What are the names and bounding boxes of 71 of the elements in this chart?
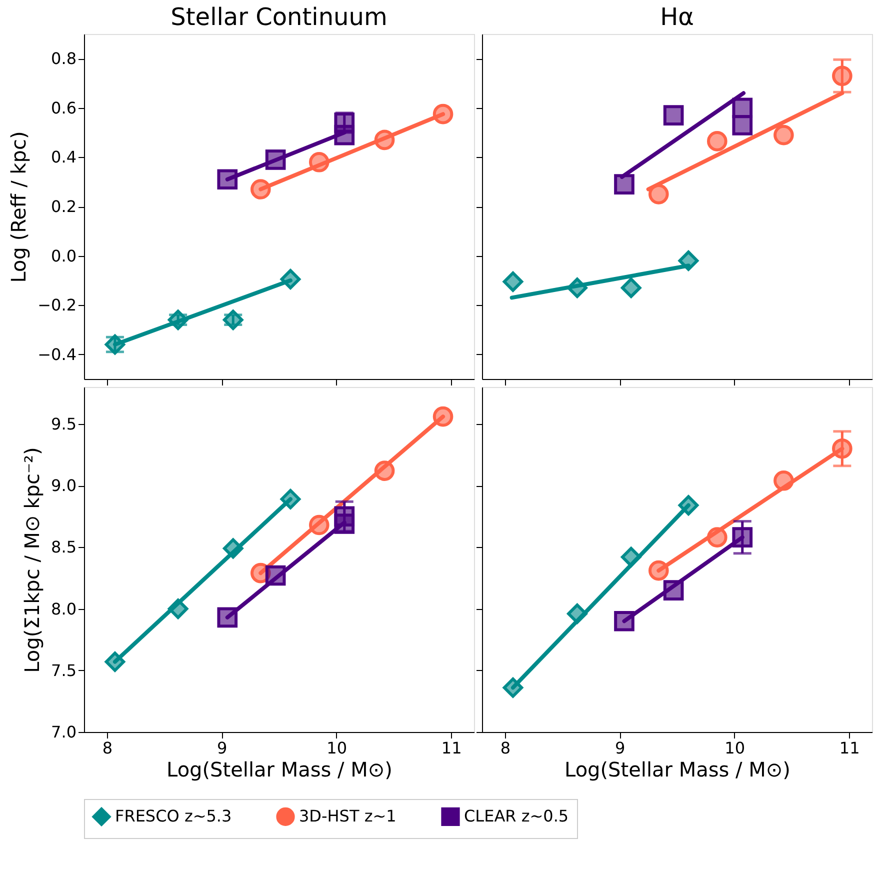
x-tick-label: 10 <box>724 738 746 758</box>
point <box>620 546 642 568</box>
point <box>663 105 684 126</box>
point <box>774 470 794 491</box>
point <box>308 514 330 536</box>
point <box>374 460 395 481</box>
point <box>648 560 669 581</box>
point <box>334 506 355 527</box>
y-tick-label: −0.4 <box>38 344 76 364</box>
point <box>374 130 395 150</box>
y-tick-label: 8.5 <box>51 538 76 557</box>
y-tick-label: −0.2 <box>38 296 76 315</box>
point <box>567 278 588 298</box>
point <box>104 652 126 672</box>
point <box>250 179 271 200</box>
point <box>832 66 852 86</box>
legend-label: 3D-HST z~1 <box>299 806 396 826</box>
point <box>168 598 188 619</box>
point <box>567 604 588 624</box>
point <box>222 538 244 559</box>
chart-title: Hα <box>660 3 694 31</box>
point <box>732 115 753 136</box>
point <box>620 278 642 298</box>
point <box>832 438 852 459</box>
point <box>217 607 238 628</box>
y-tick-label: 8.0 <box>51 599 76 618</box>
chart-title: Stellar Continuum <box>170 3 388 31</box>
y-tick-label: 7.0 <box>51 722 76 742</box>
point <box>706 527 728 548</box>
point <box>663 580 684 600</box>
point <box>502 272 524 292</box>
x-tick-label: 9 <box>217 738 228 758</box>
y-axis-title: Log (Reff / kpc) <box>6 131 31 283</box>
point <box>678 495 699 516</box>
legend-label: CLEAR z~0.5 <box>464 806 569 826</box>
point <box>432 406 454 427</box>
y-tick-label: 7.5 <box>51 660 76 680</box>
x-tick-label: 11 <box>441 738 462 758</box>
point <box>280 488 301 510</box>
x-tick-label: 8 <box>500 738 511 758</box>
point <box>706 131 728 152</box>
point <box>502 677 524 698</box>
point <box>678 250 699 271</box>
y-tick-label: 9.0 <box>51 476 76 496</box>
x-tick-label: 9 <box>615 738 626 758</box>
point <box>217 169 238 190</box>
point <box>774 124 794 146</box>
x-axis-title: Log(Stellar Mass / M⊙) <box>166 758 392 782</box>
point <box>308 152 330 172</box>
x-tick-label: 8 <box>102 738 113 758</box>
point <box>222 310 244 330</box>
y-tick-label: 0.8 <box>51 49 76 68</box>
y-tick-label: 0.2 <box>51 197 76 216</box>
y-axis-title: Log(Σ1kpc / M⊙ kpc⁻²) <box>20 447 44 673</box>
y-tick-label: 0.6 <box>51 98 76 118</box>
point <box>614 610 634 632</box>
point <box>732 527 753 548</box>
point <box>168 310 188 330</box>
point <box>432 104 454 124</box>
x-axis-title: Log(Stellar Mass / M⊙) <box>564 758 790 782</box>
point <box>265 565 286 586</box>
x-tick-label: 11 <box>839 738 860 758</box>
legend-label: FRESCO z~5.3 <box>115 806 232 826</box>
x-tick-label: 10 <box>326 738 348 758</box>
point <box>614 174 634 194</box>
y-tick-label: 0.4 <box>51 148 76 167</box>
point <box>648 184 669 204</box>
y-tick-label: 9.5 <box>51 414 76 434</box>
y-tick-label: 0.0 <box>51 246 76 266</box>
point <box>280 269 301 290</box>
point <box>265 150 286 170</box>
